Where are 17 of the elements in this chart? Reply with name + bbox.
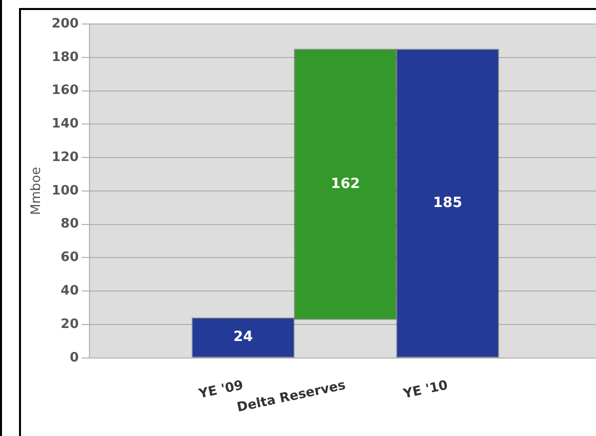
y-tick-label: 40 xyxy=(60,283,79,298)
y-tick-label: 120 xyxy=(52,150,79,165)
y-tick-label: 160 xyxy=(52,83,79,98)
y-tick-label: 100 xyxy=(52,183,79,198)
y-tick-label: 140 xyxy=(52,116,79,132)
y-tick-label: 80 xyxy=(60,216,79,232)
data-label: 185 xyxy=(433,194,462,211)
data-label: 162 xyxy=(330,176,360,192)
y-tick-label: 0 xyxy=(70,350,79,366)
y-tick-label: 20 xyxy=(60,316,79,332)
y-tick-label: 180 xyxy=(52,50,79,65)
y-tick-label: 60 xyxy=(60,250,79,266)
y-axis-title: Mmboe xyxy=(29,166,44,215)
y-tick-label: 200 xyxy=(52,16,79,32)
x-tick-label: YE '09 xyxy=(196,378,245,402)
x-tick-label: YE '10 xyxy=(401,378,450,402)
data-label: 24 xyxy=(233,329,254,346)
